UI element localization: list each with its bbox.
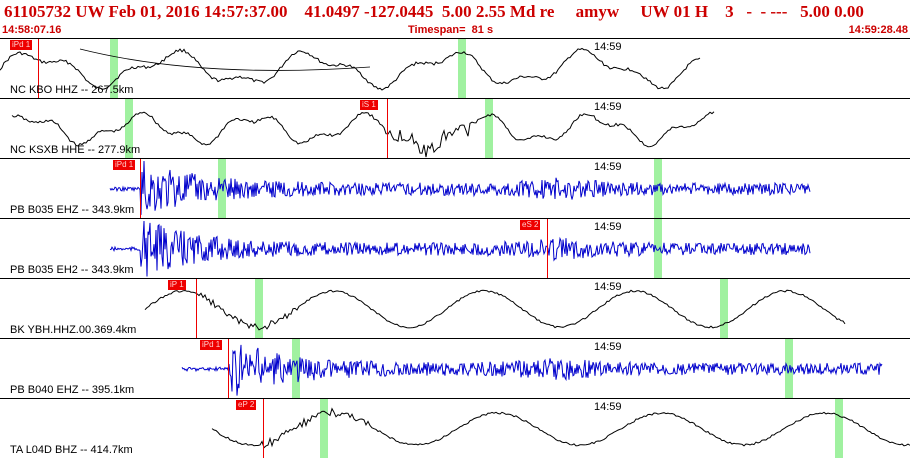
trace-panel[interactable]: iPd 1 14:59 PB B040 EHZ -- 395.1km bbox=[0, 338, 910, 398]
timespan-label: Timespan= 81 s bbox=[408, 24, 494, 36]
event-title: 61105732 UW Feb 01, 2016 14:57:37.00 41.… bbox=[4, 2, 864, 21]
phase-marker bbox=[125, 99, 133, 158]
phase-pick-flag[interactable]: eS 2 bbox=[520, 220, 541, 230]
phase-marker bbox=[255, 279, 263, 338]
pick-line[interactable] bbox=[263, 399, 264, 458]
waveform-line bbox=[144, 289, 846, 331]
time-tick-label: 14:59 bbox=[594, 281, 622, 293]
phase-marker bbox=[320, 399, 328, 458]
trace-panel[interactable]: eP 2 14:59 TA L04D BHZ -- 414.7km bbox=[0, 398, 910, 458]
waveform-line bbox=[211, 407, 910, 449]
phase-marker bbox=[110, 39, 118, 98]
seismogram-trace bbox=[181, 344, 883, 396]
phase-marker bbox=[218, 159, 226, 218]
phase-pick-flag[interactable]: iS 1 bbox=[360, 100, 378, 110]
time-tick-label: 14:59 bbox=[594, 401, 622, 413]
time-tick-label: 14:59 bbox=[594, 41, 622, 53]
time-tick-label: 14:59 bbox=[594, 161, 622, 173]
trace-panel[interactable]: iP 1 14:59 BK YBH.HHZ.00.369.4km bbox=[0, 278, 910, 338]
trace-panel[interactable]: iPd 1 14:59 PB B035 EHZ -- 343.9km bbox=[0, 158, 910, 218]
pick-line[interactable] bbox=[228, 339, 229, 398]
seismogram-trace bbox=[11, 111, 715, 158]
phase-pick-flag[interactable]: iPd 1 bbox=[10, 40, 33, 50]
trace-panel[interactable]: iS 1 14:59 NC KSXB HHE -- 277.9km bbox=[0, 98, 910, 158]
pick-line[interactable] bbox=[140, 159, 141, 218]
time-tick-label: 14:59 bbox=[594, 221, 622, 233]
waveform-line bbox=[109, 220, 811, 277]
channel-label: PB B035 EH2 -- 343.9km bbox=[10, 264, 134, 276]
pick-line[interactable] bbox=[387, 99, 388, 158]
waveform-line bbox=[0, 47, 701, 91]
end-time: 14:59:28.48 bbox=[848, 24, 908, 36]
reference-curve bbox=[79, 48, 371, 71]
seismogram-trace bbox=[109, 220, 811, 277]
channel-label: NC KSXB HHE -- 277.9km bbox=[10, 144, 141, 156]
phase-marker bbox=[654, 159, 662, 218]
phase-marker bbox=[835, 399, 843, 458]
channel-label: NC KBO HHZ -- 267.5km bbox=[10, 84, 134, 96]
waveform-line bbox=[11, 111, 715, 158]
phase-pick-flag[interactable]: iPd 1 bbox=[113, 160, 136, 170]
waveform-line bbox=[181, 344, 883, 396]
time-tick-label: 14:59 bbox=[594, 101, 622, 113]
phase-pick-flag[interactable]: iP 1 bbox=[168, 280, 186, 290]
channel-label: PB B040 EHZ -- 395.1km bbox=[10, 384, 135, 396]
seismogram-trace bbox=[211, 407, 910, 449]
waveform-line bbox=[109, 160, 811, 215]
channel-label: PB B035 EHZ -- 343.9km bbox=[10, 204, 135, 216]
phase-pick-flag[interactable]: iPd 1 bbox=[200, 340, 223, 350]
trace-panel[interactable]: eS 2 14:59 PB B035 EH2 -- 343.9km bbox=[0, 218, 910, 278]
phase-marker bbox=[654, 219, 662, 278]
pick-line[interactable] bbox=[547, 219, 548, 278]
seismogram-trace bbox=[0, 47, 701, 91]
event-header: 61105732 UW Feb 01, 2016 14:57:37.00 41.… bbox=[0, 0, 910, 38]
phase-pick-flag[interactable]: eP 2 bbox=[236, 400, 257, 410]
channel-label: TA L04D BHZ -- 414.7km bbox=[10, 444, 133, 456]
start-time: 14:58:07.16 bbox=[2, 24, 62, 36]
phase-marker bbox=[485, 99, 493, 158]
waveform-panel-stack[interactable]: iPd 1 14:59 NC KBO HHZ -- 267.5km iS 1 14:59… bbox=[0, 38, 910, 460]
pick-line[interactable] bbox=[38, 39, 39, 98]
channel-label: BK YBH.HHZ.00.369.4km bbox=[10, 324, 137, 336]
seismogram-trace bbox=[109, 160, 811, 215]
pick-line[interactable] bbox=[196, 279, 197, 338]
trace-panel[interactable]: iPd 1 14:59 NC KBO HHZ -- 267.5km bbox=[0, 38, 910, 98]
time-tick-label: 14:59 bbox=[594, 341, 622, 353]
seismogram-trace bbox=[144, 289, 846, 331]
phase-marker bbox=[458, 39, 466, 98]
phase-marker bbox=[292, 339, 300, 398]
phase-marker bbox=[720, 279, 728, 338]
